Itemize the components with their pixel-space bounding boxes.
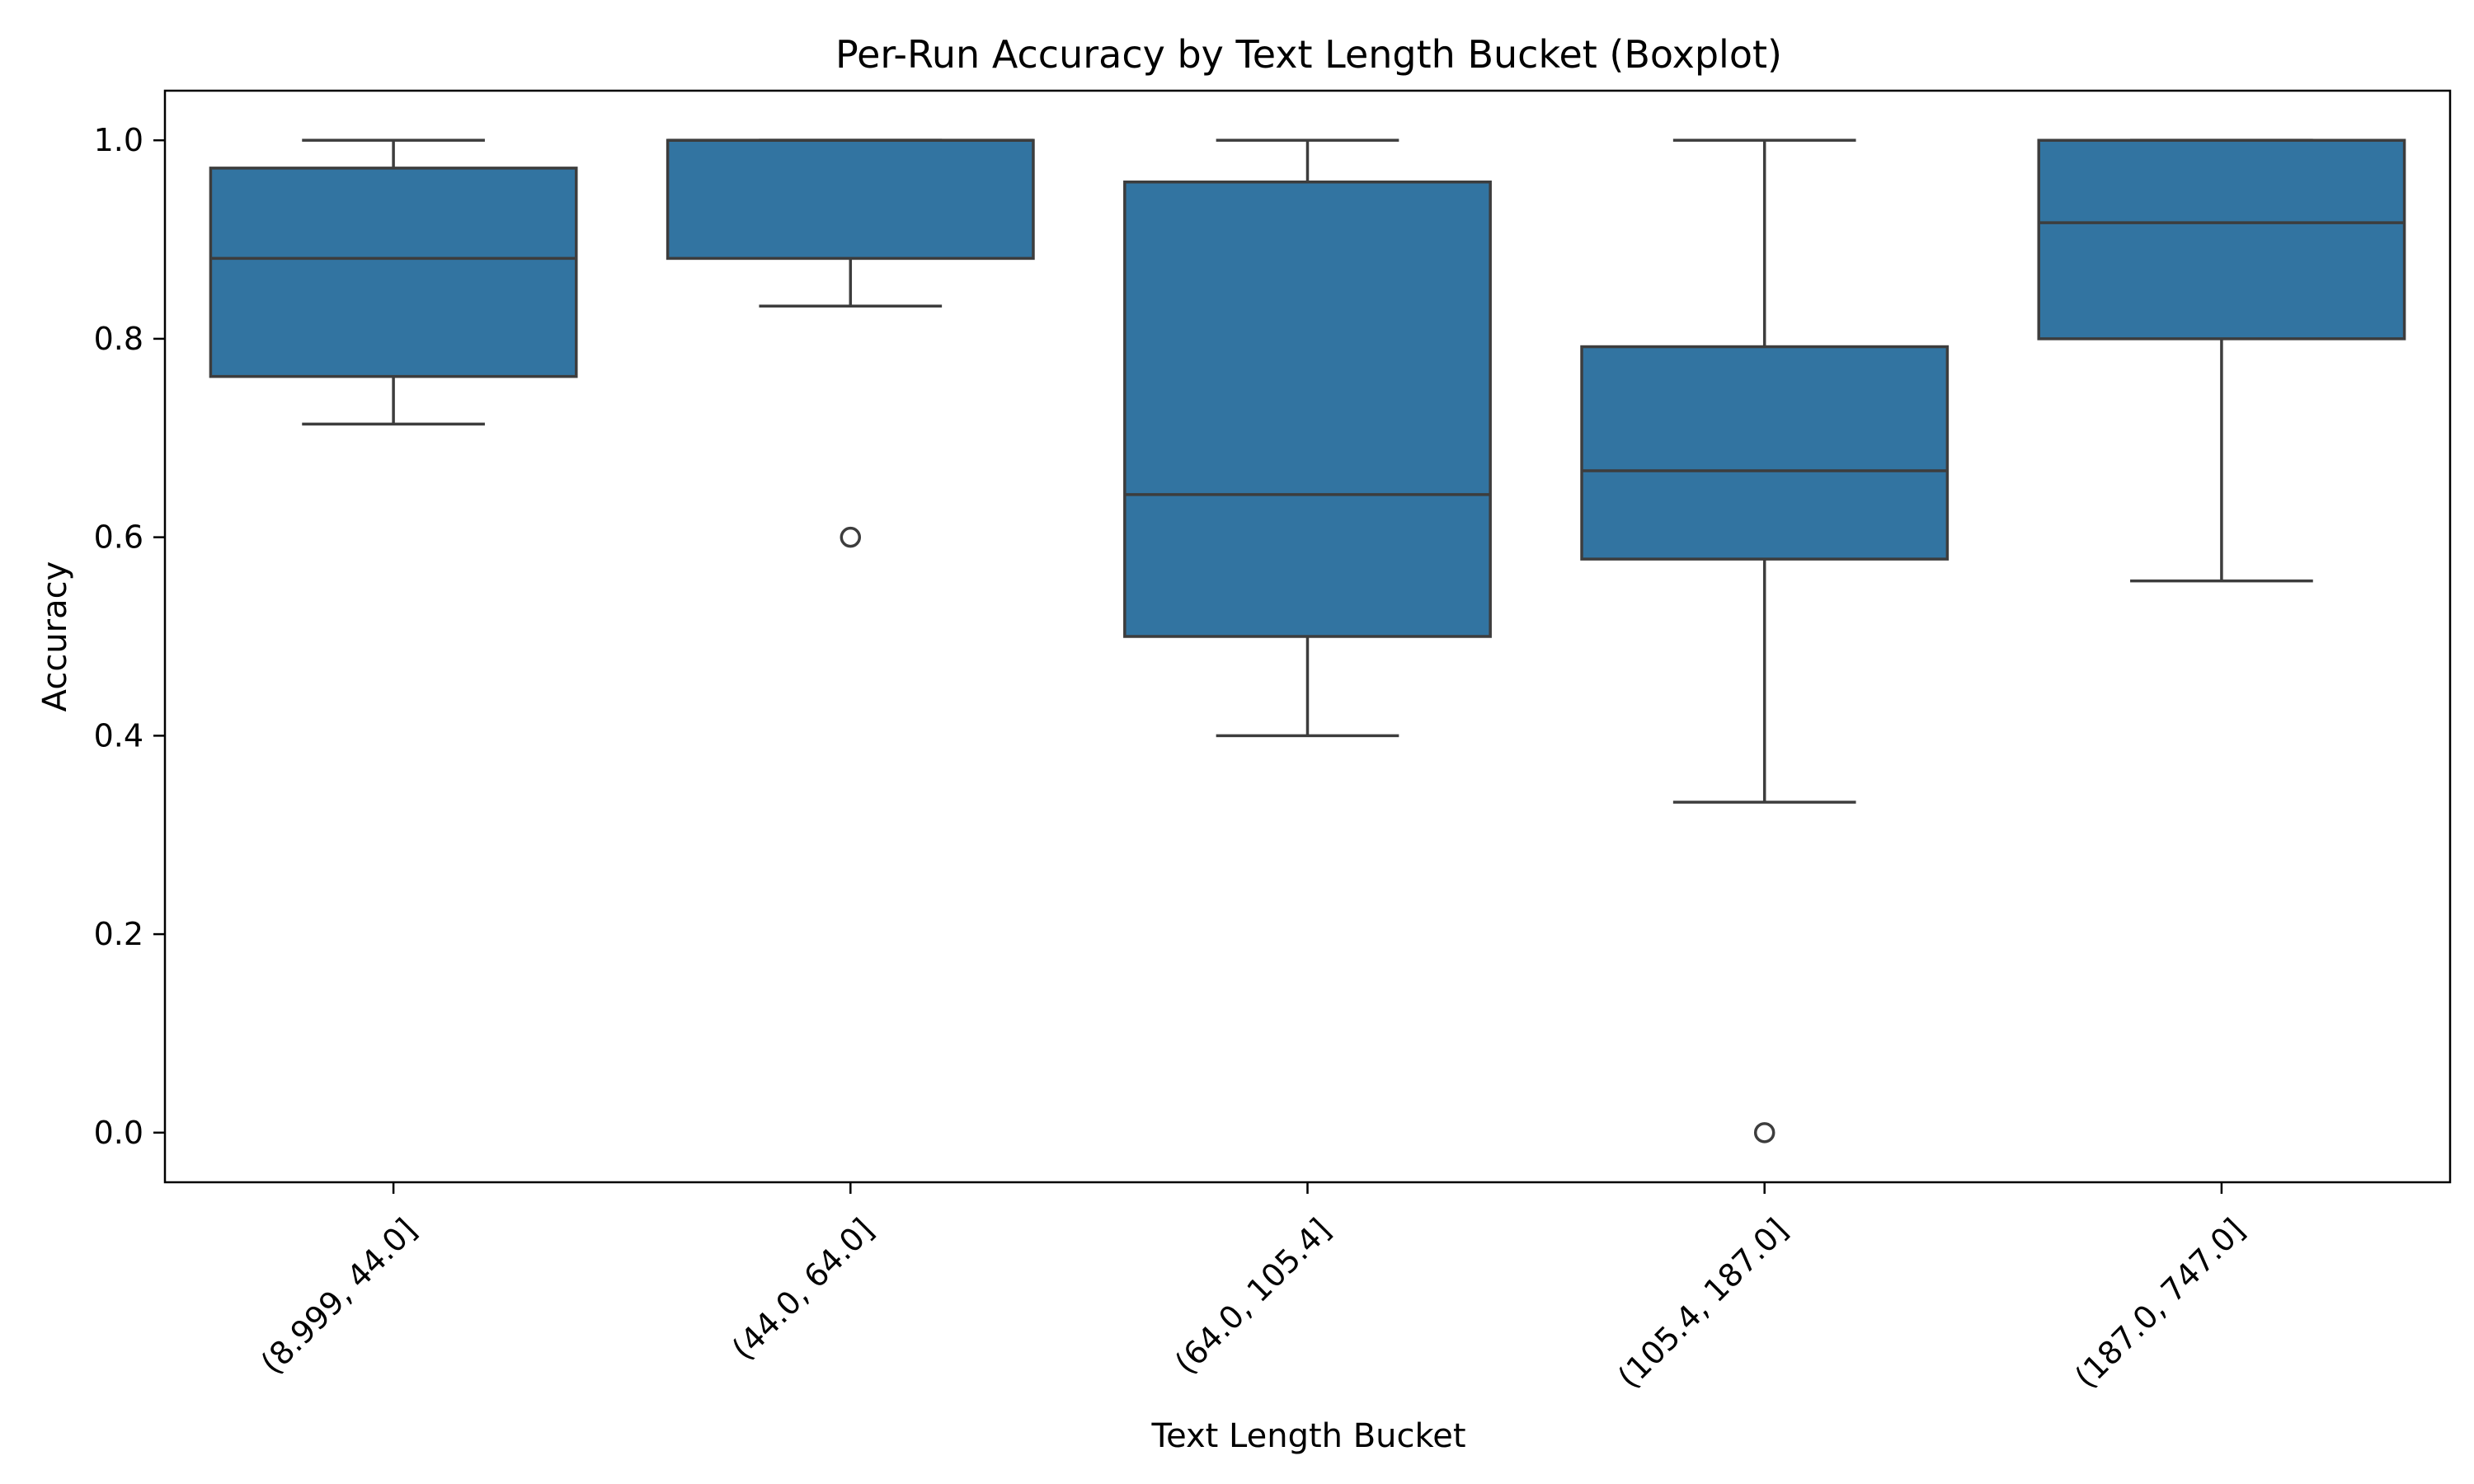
outlier-point — [840, 526, 862, 548]
y-tick-label: 1.0 — [94, 122, 143, 158]
y-axis: 0.0 0.2 0.4 0.6 0.8 1.0 — [94, 122, 165, 1151]
y-axis-label: Accuracy — [36, 561, 74, 712]
box-group — [2037, 139, 2406, 583]
box-group — [1580, 139, 1950, 1144]
box-group — [209, 139, 578, 426]
y-tick-label: 0.8 — [94, 321, 143, 357]
box — [2037, 139, 2406, 340]
y-tick-label: 0.2 — [94, 916, 143, 952]
y-tick-label: 0.4 — [94, 717, 143, 754]
box — [666, 139, 1035, 261]
chart-title: Per-Run Accuracy by Text Length Bucket (… — [835, 32, 1782, 77]
box — [1123, 180, 1492, 638]
box — [209, 167, 578, 378]
x-axis-label: Text Length Bucket — [1150, 1417, 1465, 1455]
y-tick-label: 0.6 — [94, 519, 143, 556]
plot-area — [209, 139, 2406, 1144]
y-tick-label: 0.0 — [94, 1115, 143, 1151]
box — [1580, 345, 1950, 561]
box-group — [666, 139, 1035, 548]
outlier-point — [1753, 1122, 1776, 1144]
box-group — [1123, 139, 1492, 738]
